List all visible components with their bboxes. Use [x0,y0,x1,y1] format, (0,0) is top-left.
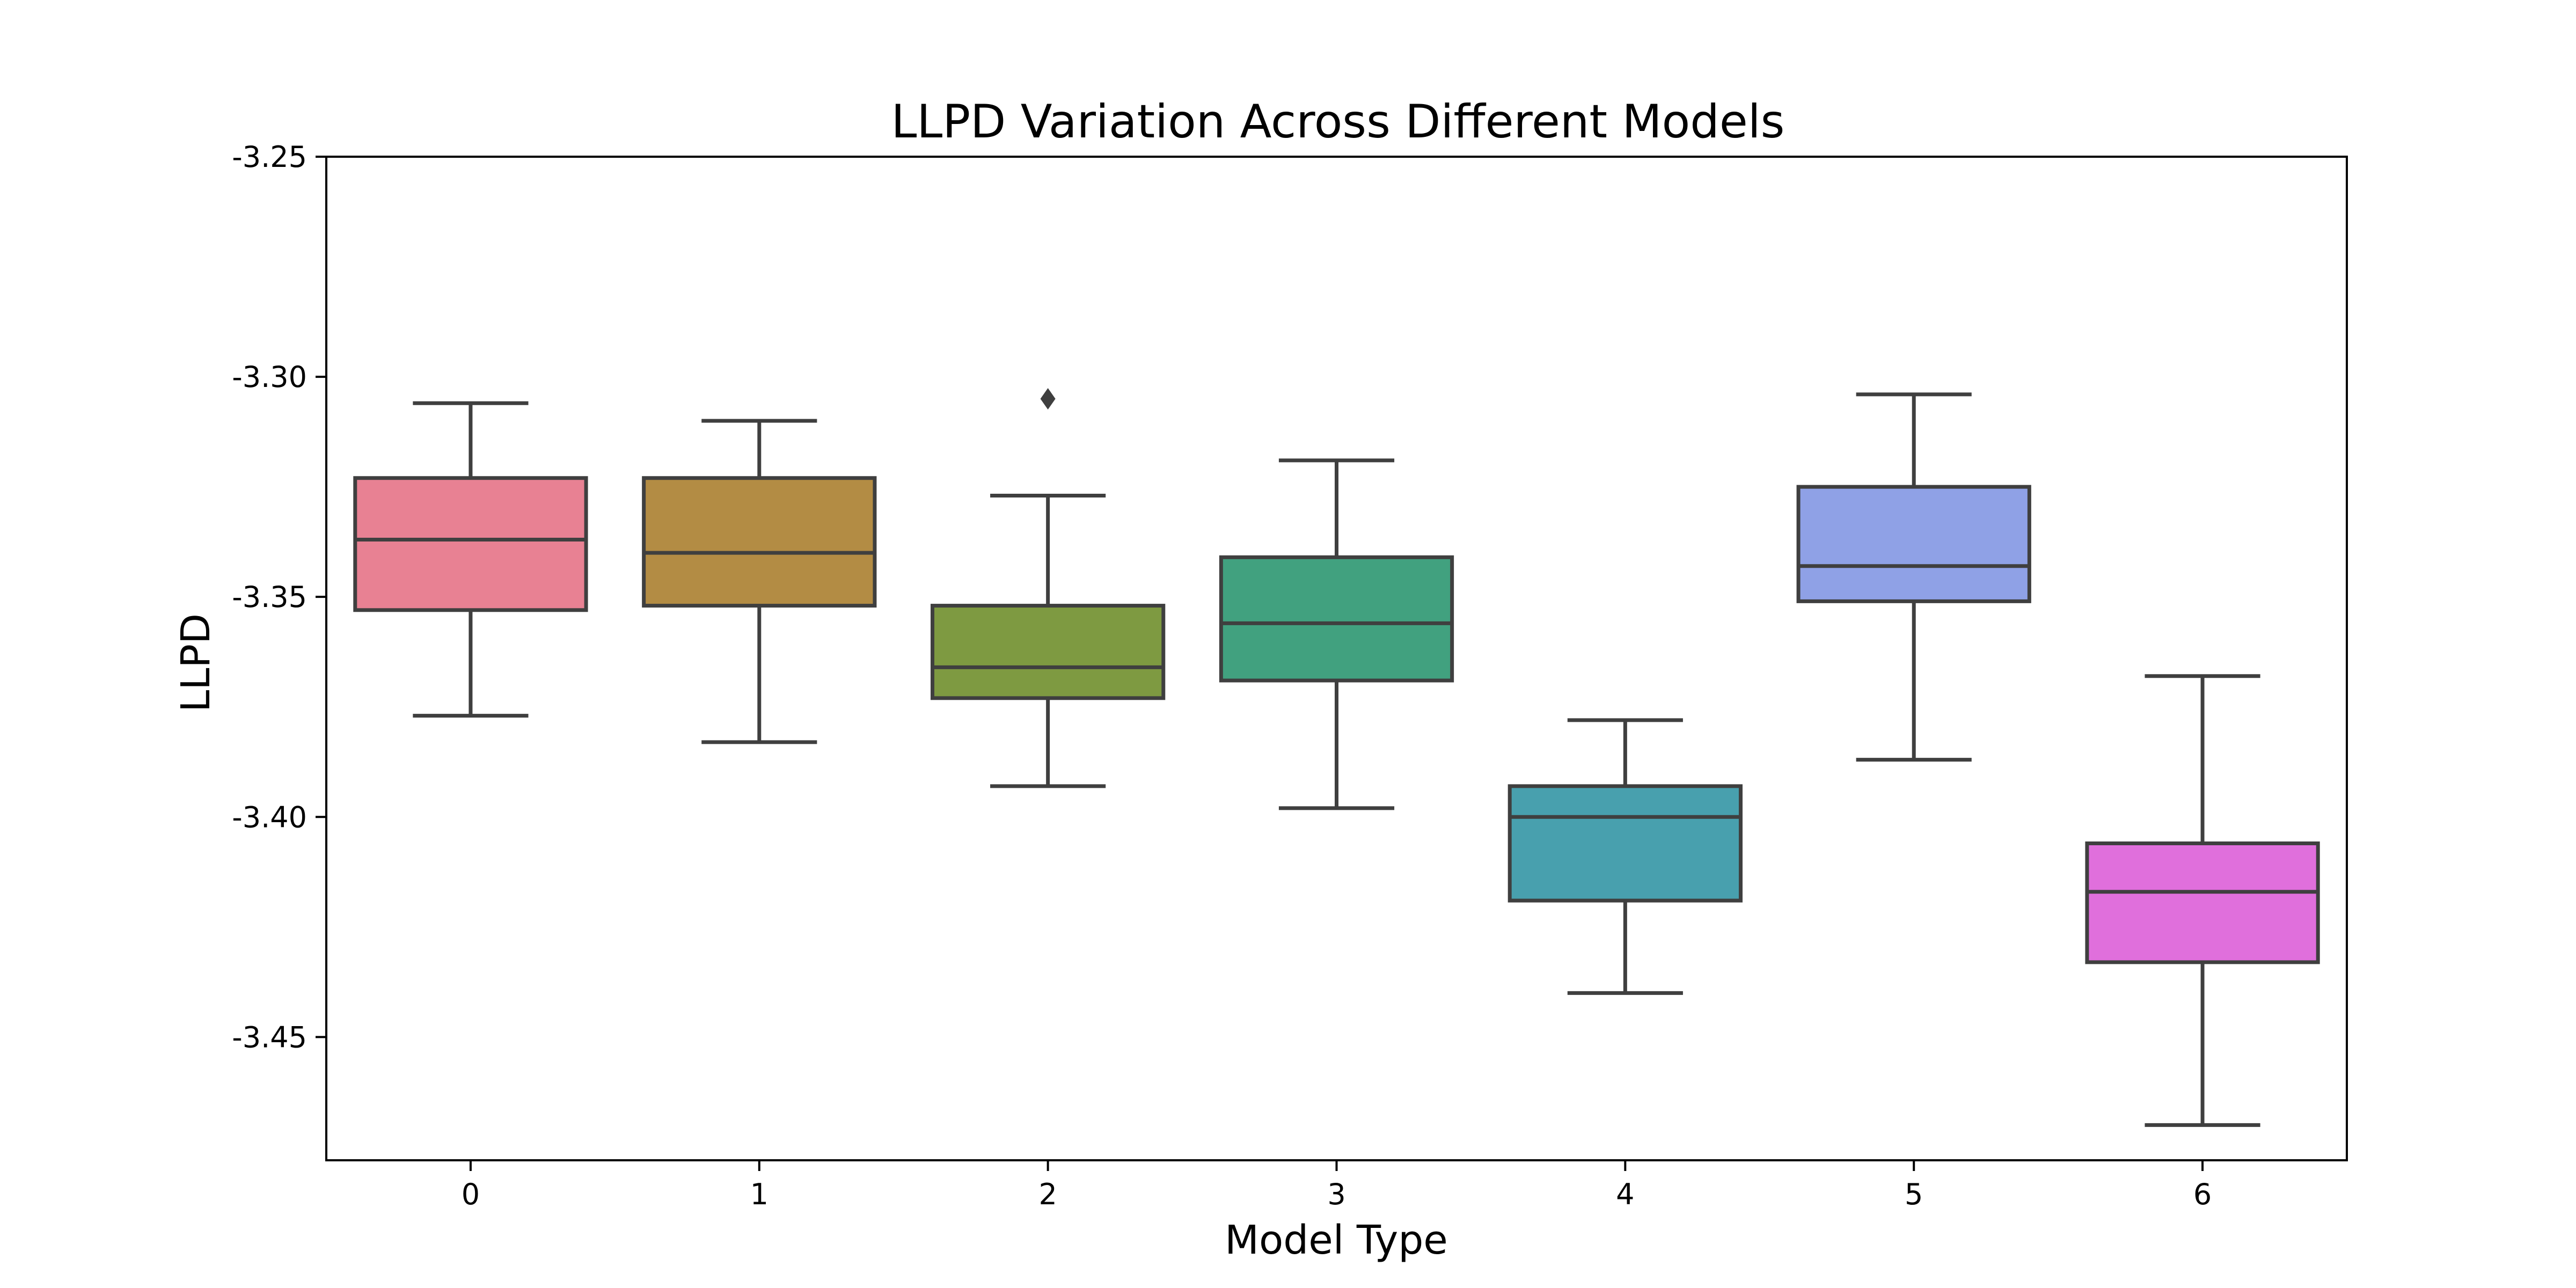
box-group-1 [642,419,877,744]
box-iqr [2085,841,2320,964]
x-tick-label: 2 [1038,1177,1057,1211]
x-axis-label: Model Type [1225,1217,1448,1263]
outlier-point [1040,388,1056,410]
box-group-5 [1796,392,2031,762]
box-iqr [931,604,1166,700]
x-tick-label: 5 [1905,1177,1923,1211]
box-group-6 [2085,674,2320,1127]
box-group-4 [1507,718,1743,995]
y-tick-label: -3.25 [232,140,307,174]
y-tick-label: -3.35 [232,580,307,614]
box-iqr [1507,784,1743,903]
y-tick-label: -3.45 [232,1020,307,1054]
x-axis: 0 1 2 3 4 5 6 [462,1160,2212,1211]
box-iqr [1219,555,1454,683]
x-tick-label: 6 [2193,1177,2212,1211]
y-tick-label: -3.40 [232,800,307,834]
plot-area [353,388,2320,1127]
x-tick-label: 3 [1327,1177,1345,1211]
x-tick-label: 1 [750,1177,769,1211]
y-axis-label: LLPD [173,613,219,712]
box-iqr [642,476,877,608]
x-tick-label: 0 [462,1177,480,1211]
box-iqr [1796,485,2031,603]
y-axis: -3.25 -3.30 -3.35 -3.40 -3.45 [232,140,326,1054]
chart-title: LLPD Variation Across Different Models [891,95,1785,149]
box-group-2 [931,388,1166,788]
box-group-0 [353,401,588,718]
x-tick-label: 4 [1616,1177,1634,1211]
y-tick-label: -3.30 [232,360,307,394]
box-group-3 [1219,458,1454,810]
box-iqr [353,476,588,612]
